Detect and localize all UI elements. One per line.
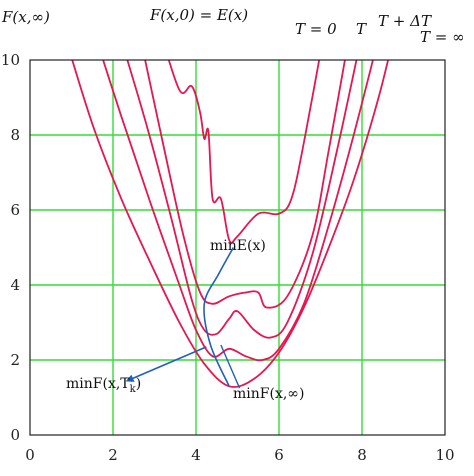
label-t-dt: T + ΔT (378, 12, 432, 30)
label-t: T (356, 20, 367, 38)
min-f-tk-arrow (125, 346, 207, 382)
annotation-min-f-tk-sub: k (130, 384, 137, 395)
label-t-inf: T = ∞ (420, 28, 465, 46)
y-tick-label-0: 0 (10, 426, 20, 444)
y-tick-label-2: 4 (10, 276, 20, 294)
annotation-min-f-tk: minF(x,Tk) (66, 376, 141, 395)
series-line-3 (144, 60, 346, 309)
y-axis-ticks: 0 2 4 6 8 10 (1, 51, 20, 444)
label-f-inf: F(x,∞) (1, 8, 50, 26)
series-line-0 (71, 60, 390, 388)
y-tick-label-3: 6 (10, 201, 20, 219)
plot-frame (29, 59, 446, 436)
series-line-4 (167, 60, 321, 244)
y-tick-label-1: 2 (10, 351, 20, 369)
series-line-2 (126, 60, 358, 339)
x-tick-label-0: 0 (25, 446, 35, 464)
grid (30, 60, 445, 435)
y-tick-label-4: 8 (10, 126, 20, 144)
annotation-min-f-tk-close: ) (136, 376, 141, 392)
label-f0-ex: F(x,0) = E(x) (149, 6, 248, 24)
x-tick-label-3: 6 (274, 446, 284, 464)
y-tick-label-5: 10 (1, 51, 20, 69)
annotation-min-f-tk-main: minF(x,T (66, 376, 130, 392)
annotation-min-e: minE(x) (210, 238, 266, 254)
series-line-1 (102, 60, 374, 362)
annotation-min-f-inf: minF(x,∞) (233, 386, 304, 402)
curves (71, 60, 390, 388)
x-axis-ticks: 0 2 4 6 8 10 (25, 446, 454, 464)
minimum-path (125, 247, 241, 389)
min-f-inf-pointer (220, 344, 241, 389)
label-t0: T = 0 (295, 20, 337, 38)
x-tick-label-2: 4 (191, 446, 201, 464)
x-tick-label-1: 2 (108, 446, 118, 464)
x-tick-label-4: 8 (357, 446, 367, 464)
x-tick-label-5: 10 (435, 446, 454, 464)
min-trajectory-line (203, 247, 235, 387)
